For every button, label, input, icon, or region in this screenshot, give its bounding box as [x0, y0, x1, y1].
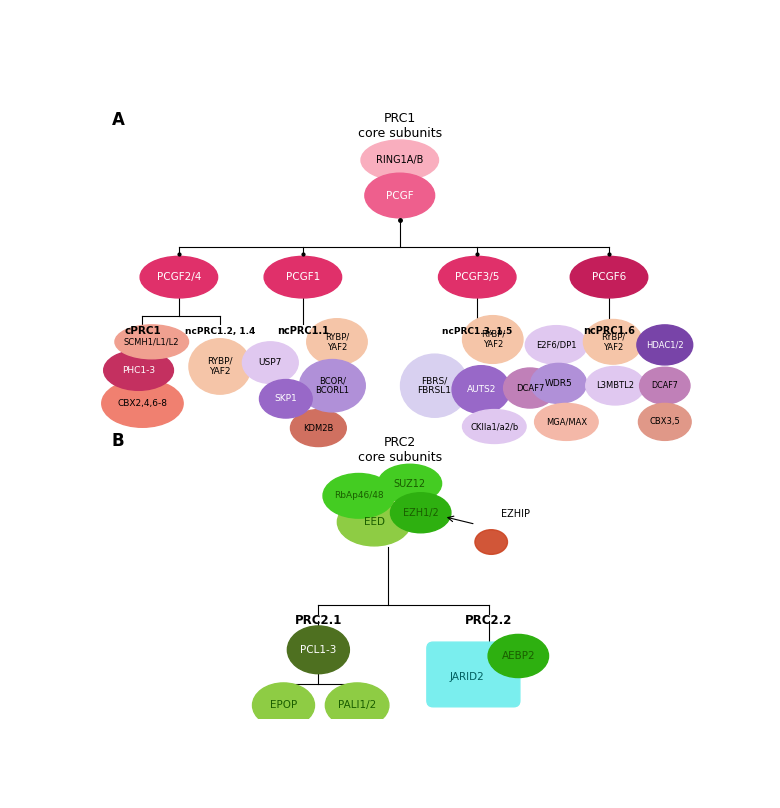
Text: RYBP/
YAF2: RYBP/ YAF2 — [480, 330, 505, 349]
Text: AUTS2: AUTS2 — [466, 385, 496, 394]
Text: ncPRC1.2, 1.4: ncPRC1.2, 1.4 — [185, 326, 255, 335]
Ellipse shape — [115, 325, 189, 359]
FancyBboxPatch shape — [427, 642, 520, 707]
Ellipse shape — [264, 256, 342, 298]
Ellipse shape — [475, 530, 508, 554]
Ellipse shape — [300, 360, 365, 412]
Text: PCGF: PCGF — [386, 191, 413, 200]
Text: E2F6/DP1: E2F6/DP1 — [536, 340, 576, 349]
Text: MGA/MAX: MGA/MAX — [546, 418, 587, 427]
Text: DCAF7: DCAF7 — [516, 384, 544, 393]
Text: BCOR/
BCORL1: BCOR/ BCORL1 — [315, 376, 349, 395]
Text: B: B — [112, 432, 124, 450]
Text: PCGF6: PCGF6 — [592, 272, 626, 282]
Text: DCAF7: DCAF7 — [651, 381, 679, 390]
Text: SKP1: SKP1 — [275, 394, 297, 403]
Text: SUZ12: SUZ12 — [394, 478, 426, 489]
Text: PALI1/2: PALI1/2 — [338, 701, 376, 710]
Text: CBX3,5: CBX3,5 — [650, 418, 680, 427]
Text: L3MBTL2: L3MBTL2 — [596, 381, 634, 390]
Text: RYBP/
YAF2: RYBP/ YAF2 — [324, 332, 349, 351]
Text: EZH1/2: EZH1/2 — [402, 507, 438, 518]
Ellipse shape — [189, 339, 251, 394]
Text: RYBP/
YAF2: RYBP/ YAF2 — [207, 357, 232, 377]
Text: PRC2.2: PRC2.2 — [465, 614, 512, 627]
Ellipse shape — [504, 368, 556, 408]
Ellipse shape — [365, 173, 434, 218]
Text: FBRS/
FBRSL1: FBRS/ FBRSL1 — [417, 376, 452, 395]
Text: USP7: USP7 — [259, 358, 282, 367]
Ellipse shape — [323, 473, 395, 518]
Ellipse shape — [583, 319, 642, 364]
Text: PCGF1: PCGF1 — [285, 272, 320, 282]
Text: CBX2,4,6-8: CBX2,4,6-8 — [118, 399, 168, 408]
Text: PHC1-3: PHC1-3 — [122, 366, 155, 375]
Text: cPRC1: cPRC1 — [124, 326, 161, 336]
Text: RYBP/
YAF2: RYBP/ YAF2 — [601, 332, 625, 351]
Text: ncPRC1.3, 1.5: ncPRC1.3, 1.5 — [442, 326, 512, 335]
Ellipse shape — [525, 326, 587, 364]
Ellipse shape — [534, 403, 598, 440]
Ellipse shape — [253, 683, 314, 727]
Text: WDR5: WDR5 — [544, 379, 573, 388]
Ellipse shape — [640, 367, 690, 404]
Ellipse shape — [400, 354, 469, 417]
Text: SCMH1/L1/L2: SCMH1/L1/L2 — [124, 337, 179, 347]
Ellipse shape — [243, 342, 298, 384]
Text: A: A — [112, 111, 124, 128]
Ellipse shape — [140, 256, 218, 298]
Ellipse shape — [307, 318, 367, 365]
Ellipse shape — [101, 380, 183, 427]
Text: EPOP: EPOP — [270, 701, 297, 710]
Ellipse shape — [452, 366, 510, 414]
Text: PRC1
core subunits: PRC1 core subunits — [358, 112, 441, 141]
Ellipse shape — [463, 410, 526, 444]
Ellipse shape — [287, 626, 349, 674]
Text: PCL1-3: PCL1-3 — [300, 645, 336, 654]
Text: ncPRC1.1: ncPRC1.1 — [277, 326, 329, 336]
Text: RbAp46/48: RbAp46/48 — [334, 491, 384, 500]
Ellipse shape — [463, 316, 523, 364]
Text: CKIIa1/a2/b: CKIIa1/a2/b — [470, 422, 519, 431]
Text: KDM2B: KDM2B — [303, 423, 334, 432]
Ellipse shape — [438, 256, 516, 298]
Text: EED: EED — [363, 517, 385, 527]
Text: PRC2
core subunits: PRC2 core subunits — [358, 436, 441, 464]
Ellipse shape — [260, 380, 312, 418]
Ellipse shape — [391, 493, 451, 532]
Text: ncPRC1.6: ncPRC1.6 — [583, 326, 635, 336]
Text: PRC2.1: PRC2.1 — [295, 614, 342, 627]
Ellipse shape — [570, 256, 647, 298]
Ellipse shape — [290, 410, 346, 447]
Ellipse shape — [586, 367, 644, 405]
Ellipse shape — [104, 351, 173, 390]
Text: PCGF2/4: PCGF2/4 — [157, 272, 201, 282]
Text: EZHIP: EZHIP — [501, 509, 530, 520]
Ellipse shape — [338, 498, 411, 546]
Text: JARID2: JARID2 — [450, 671, 484, 682]
Text: PCGF3/5: PCGF3/5 — [455, 272, 499, 282]
Ellipse shape — [361, 140, 438, 180]
Ellipse shape — [637, 325, 693, 365]
Text: AEBP2: AEBP2 — [502, 651, 535, 661]
Ellipse shape — [530, 364, 587, 403]
Ellipse shape — [325, 683, 389, 727]
Text: RING1A/B: RING1A/B — [376, 155, 424, 165]
Ellipse shape — [378, 465, 441, 503]
Text: HDAC1/2: HDAC1/2 — [646, 340, 683, 349]
Ellipse shape — [639, 403, 691, 440]
Ellipse shape — [488, 634, 548, 678]
